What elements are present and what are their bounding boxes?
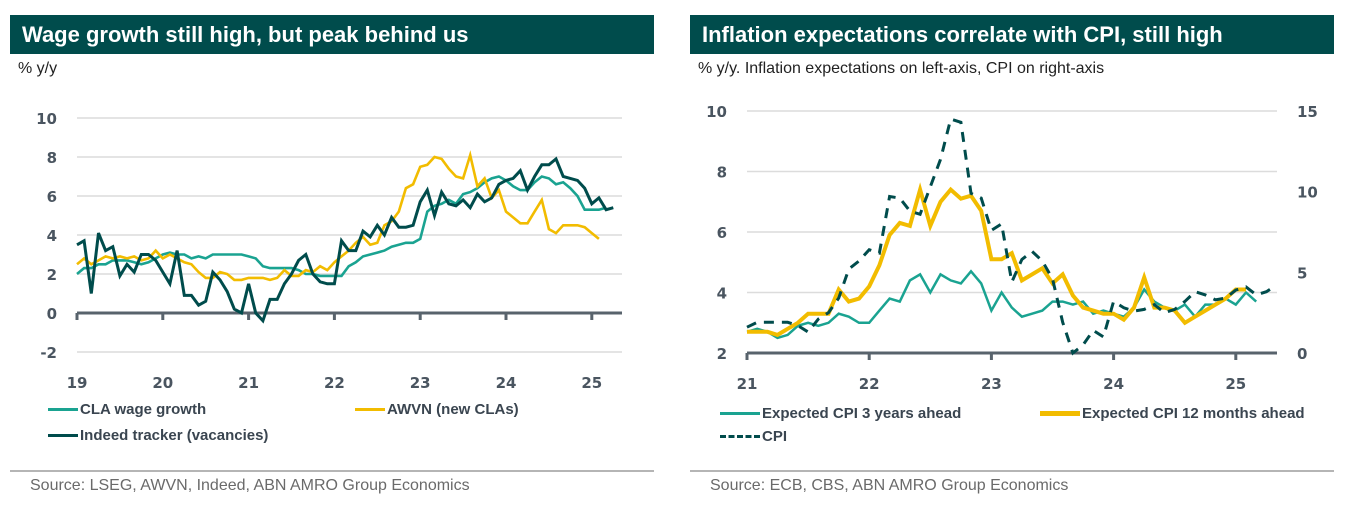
- legend-item-cpi: CPI: [720, 428, 787, 445]
- y-right-tick-label: 0: [1297, 345, 1307, 363]
- inflation-expectations-panel: Inflation expectations correlate with CP…: [680, 0, 1359, 509]
- y-tick-label: 2: [47, 266, 57, 284]
- legend-label: Expected CPI 3 years ahead: [762, 405, 962, 422]
- expected-cpi-12m-line: [747, 182, 1246, 338]
- y-left-tick-label: 2: [717, 345, 727, 363]
- chart-title: Wage growth still high, but peak behind …: [10, 15, 654, 54]
- legend-swatch-expected-cpi-3y: [720, 412, 760, 415]
- x-tick-label: 25: [581, 374, 602, 392]
- x-tick-label: 22: [859, 375, 880, 393]
- source-note: Source: ECB, CBS, ABN AMRO Group Economi…: [710, 477, 1069, 494]
- wage-growth-panel: Wage growth still high, but peak behind …: [10, 15, 654, 494]
- y-tick-label: 0: [47, 305, 57, 323]
- y-right-tick-label: 15: [1297, 103, 1318, 121]
- legend-item-cla-wage-growth: CLA wage growth: [48, 401, 206, 418]
- x-tick-label: 20: [152, 374, 173, 392]
- x-tick-label: 23: [410, 374, 431, 392]
- x-tick-label: 25: [1225, 375, 1246, 393]
- y-left-tick-label: 10: [706, 103, 727, 121]
- x-tick-label: 23: [981, 375, 1002, 393]
- legend-label: CPI: [762, 428, 788, 445]
- y-tick-label: 8: [47, 149, 57, 167]
- y-right-tick-label: 10: [1297, 184, 1318, 202]
- cpi-line: [746, 117, 1278, 356]
- legend-label: Indeed tracker (vacancies): [80, 427, 269, 444]
- x-tick-label: 21: [238, 374, 259, 392]
- y-left-tick-label: 4: [717, 285, 727, 303]
- y-left-tick-label: 6: [717, 224, 727, 242]
- divider: [10, 470, 654, 472]
- y-tick-label: 10: [36, 110, 57, 128]
- y-tick-label: 6: [47, 188, 57, 206]
- legend-item-indeed-tracker: Indeed tracker (vacancies): [48, 427, 268, 444]
- source-note: Source: LSEG, AWVN, Indeed, ABN AMRO Gro…: [30, 477, 470, 494]
- legend-swatch-indeed-tracker: [48, 434, 78, 437]
- y-axis-unit-label: % y/y: [18, 60, 58, 77]
- legend-label: AWVN (new CLAs): [387, 401, 519, 418]
- y-left-tick-label: 8: [717, 164, 727, 182]
- expected-cpi-3y-line: [746, 269, 1258, 340]
- legend-item-awvn: AWVN (new CLAs): [355, 401, 519, 418]
- legend-swatch-expected-cpi-12m: [1040, 411, 1080, 416]
- x-tick-label: 24: [496, 374, 517, 392]
- y-tick-label: -2: [40, 344, 57, 362]
- cla-wage-growth-line: [76, 175, 607, 278]
- legend-swatch-cpi: [720, 435, 760, 438]
- legend-swatch-awvn: [355, 408, 385, 411]
- y-right-tick-label: 5: [1297, 264, 1307, 282]
- legend-swatch-cla-wage-growth: [48, 408, 78, 411]
- x-tick-label: 24: [1103, 375, 1124, 393]
- y-axis-unit-label: % y/y. Inflation expectations on left-ax…: [698, 60, 1105, 77]
- legend-label: Expected CPI 12 months ahead: [1082, 405, 1305, 422]
- x-tick-label: 19: [67, 374, 88, 392]
- legend-item-expected-cpi-12m: Expected CPI 12 months ahead: [1040, 405, 1305, 422]
- legend-item-expected-cpi-3y: Expected CPI 3 years ahead: [720, 405, 961, 422]
- x-tick-label: 22: [324, 374, 345, 392]
- legend-label: CLA wage growth: [80, 401, 207, 418]
- divider: [690, 470, 1334, 472]
- chart-title: Inflation expectations correlate with CP…: [690, 15, 1334, 54]
- y-tick-label: 4: [47, 227, 57, 245]
- x-tick-label: 21: [737, 375, 758, 393]
- indeed-tracker-line: [76, 156, 614, 324]
